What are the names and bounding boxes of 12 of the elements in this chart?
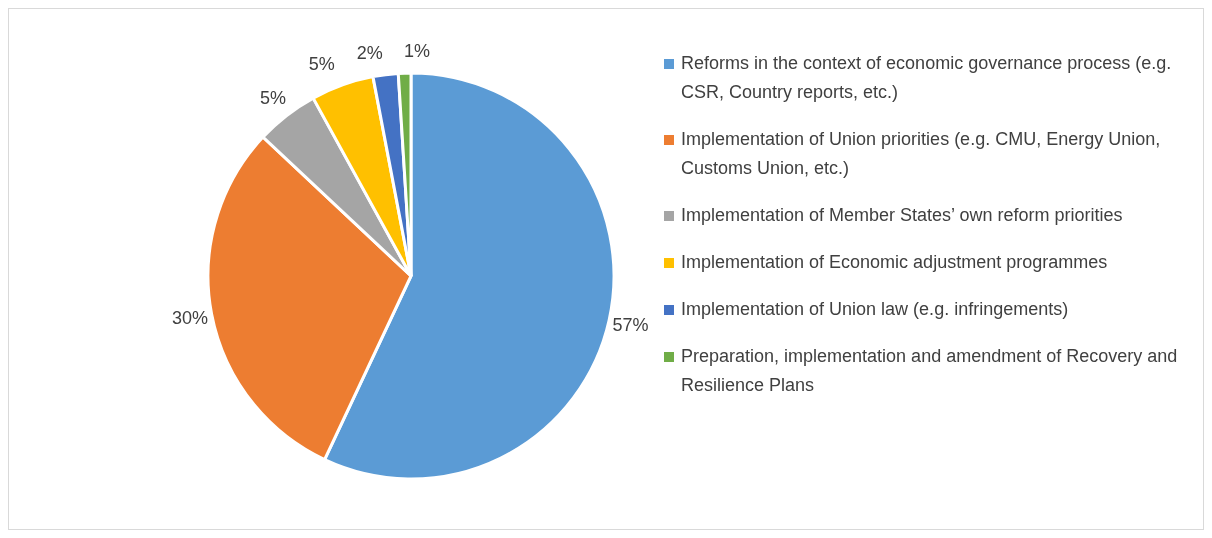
legend-label: Implementation of Union law (e.g. infringements) — [681, 298, 1069, 321]
data-label: 57% — [612, 315, 649, 336]
legend-label: Implementation of Economic adjustment programmes — [681, 251, 1108, 274]
legend-label: Implementation of Union priorities (e.g. CMU, Energy Union, Customs Union, etc.) — [681, 128, 1162, 180]
legend-label: Implementation of Member States’ own reform priorities — [681, 204, 1123, 227]
data-label: 5% — [260, 88, 287, 109]
data-label: 5% — [308, 54, 335, 75]
data-label: 2% — [356, 42, 383, 63]
data-label: 1% — [403, 41, 430, 62]
legend-label: Reforms in the context of economic governance process (e.g. CSR, Country reports, etc.) — [681, 52, 1173, 104]
legend-label: Preparation, implementation and amendment of Recovery and Resilience Plans — [681, 345, 1179, 397]
data-label: 30% — [171, 308, 208, 329]
